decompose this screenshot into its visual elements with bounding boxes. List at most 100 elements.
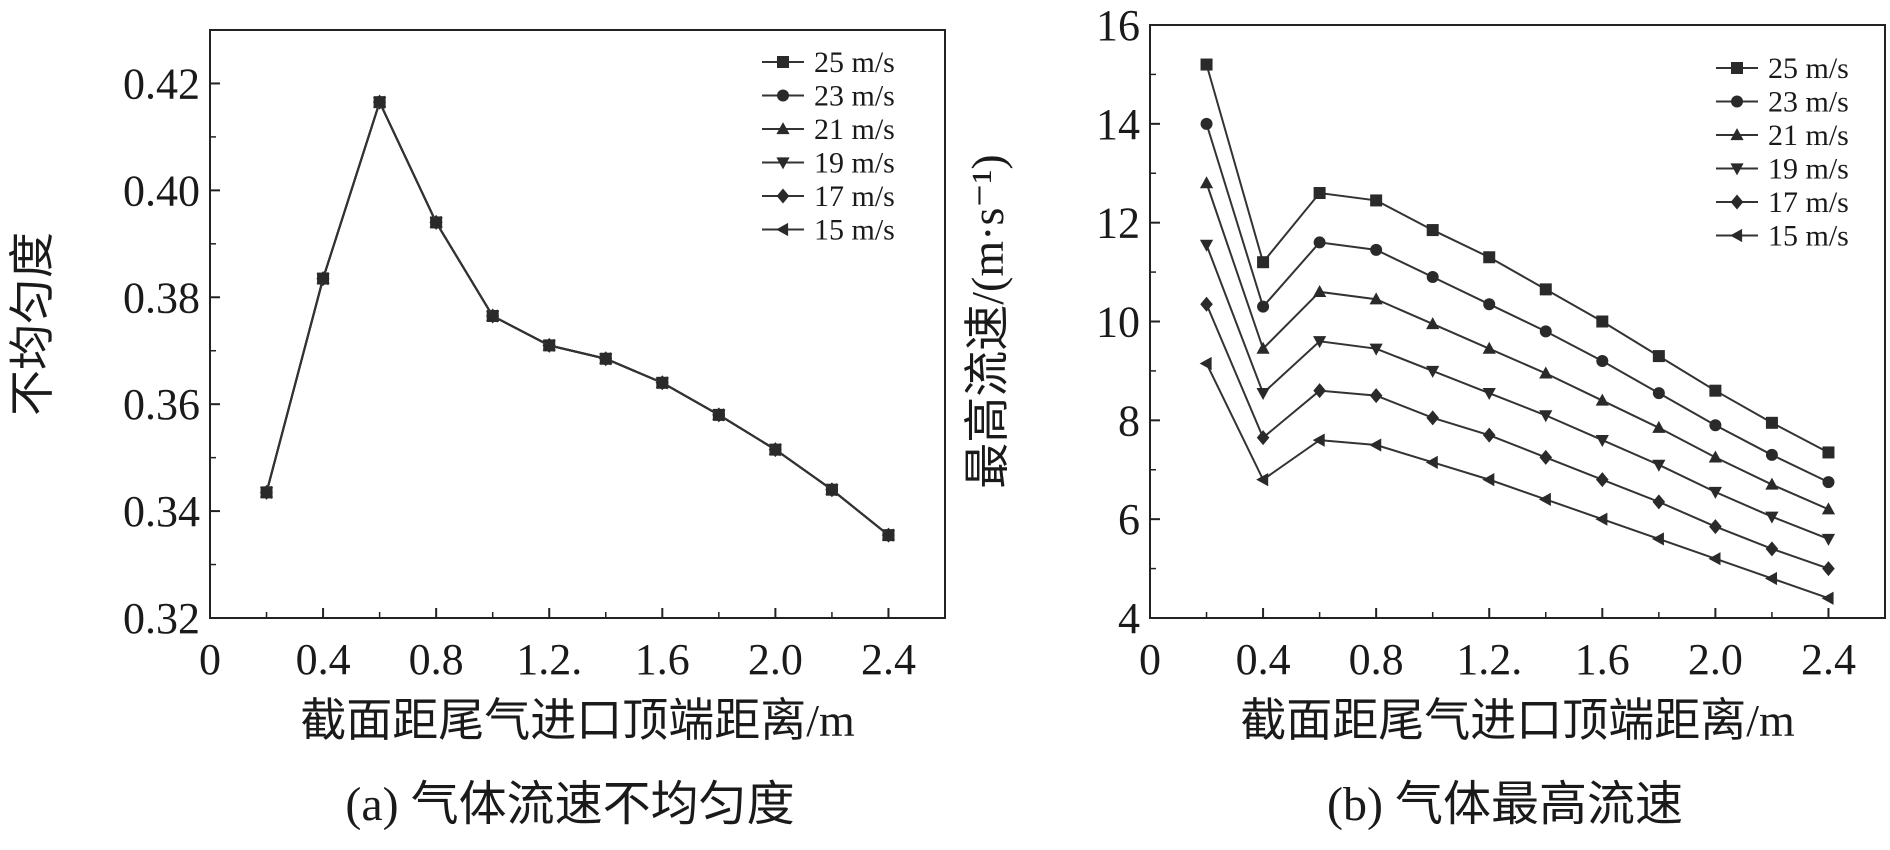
data-point (1651, 532, 1664, 546)
series-25ms-group (1200, 58, 1835, 459)
data-point (1595, 393, 1609, 406)
data-point (1426, 271, 1439, 284)
data-point (1822, 476, 1835, 489)
legend-label: 15 m/s (1768, 220, 1849, 253)
legend-marker (1730, 194, 1744, 210)
data-point (259, 485, 272, 499)
series-19ms-group (1199, 239, 1836, 546)
x-tick-label: 0.8 (1349, 635, 1404, 684)
y-tick-label: 0.42 (123, 59, 200, 108)
legend-label: 21 m/s (814, 113, 895, 146)
data-point (1313, 284, 1327, 297)
series-21ms-group (1199, 176, 1836, 515)
caption-b: (b) 气体最高流速 (1327, 778, 1683, 831)
series-15ms-group (1199, 356, 1834, 605)
x-tick-label: 2.0 (1688, 635, 1743, 684)
data-point (1313, 383, 1326, 399)
data-point (655, 376, 668, 390)
data-point (1652, 420, 1666, 433)
series-15ms-group (259, 95, 894, 542)
data-point (1370, 194, 1383, 207)
series-line (1205, 64, 1829, 454)
data-point (1482, 473, 1495, 487)
data-point (1539, 449, 1553, 465)
data-point (1596, 355, 1609, 368)
data-point (1369, 343, 1383, 356)
series-line (1205, 244, 1829, 540)
chart-panel-a: 0 0.4 0.8 1.2. 1.6 2.0 2.4 0.32 0.34 0.36 0.38 0.40… (7, 29, 946, 746)
data-point (1765, 448, 1778, 461)
data-point (1709, 519, 1722, 535)
y-tick-label: 8 (1118, 396, 1140, 445)
data-point (316, 271, 329, 286)
legend-marker (777, 89, 789, 102)
data-point (1652, 494, 1666, 510)
data-point (1652, 387, 1665, 400)
data-point (1652, 459, 1666, 472)
legend-marker (776, 222, 789, 237)
series-19ms-group (259, 97, 896, 543)
x-axis-title: 截面距尾气进口顶端距离/m (1240, 695, 1795, 746)
x-tick-label: 0.4 (1236, 635, 1291, 684)
x-tick-label: 0.4 (296, 635, 351, 684)
data-point (1313, 187, 1326, 200)
data-point (1539, 283, 1552, 296)
data-point (1200, 296, 1213, 312)
data-point (1765, 571, 1778, 586)
data-point (825, 483, 838, 497)
plot-frame (209, 29, 946, 619)
data-point (1256, 430, 1270, 446)
data-point (1539, 325, 1552, 338)
caption-a: (a) 气体流速不均匀度 (345, 778, 794, 831)
legend-label: 19 m/s (814, 147, 895, 180)
data-point (1765, 477, 1779, 490)
data-point (1257, 300, 1270, 313)
legend-marker (776, 122, 790, 135)
data-point (1256, 341, 1270, 354)
x-tick-label: 2.4 (861, 635, 916, 684)
y-tick-label: 0.32 (123, 594, 200, 643)
x-tick-label: 0.8 (409, 635, 464, 684)
y-axis-title: 最高流速/(m·s⁻¹) (962, 154, 1013, 489)
legend-label: 17 m/s (814, 180, 895, 213)
data-point (1596, 315, 1609, 328)
data-point (429, 215, 442, 230)
data-point (1482, 341, 1496, 354)
x-tick-label: 2.0 (748, 635, 803, 684)
legend-label: 15 m/s (814, 214, 895, 247)
data-point (1482, 388, 1496, 401)
y-tick-label: 10 (1096, 298, 1140, 347)
data-point (1595, 435, 1609, 447)
data-point (1199, 176, 1214, 189)
data-point (1708, 552, 1721, 566)
data-point (1199, 239, 1214, 252)
y-axis-title: 不均匀度 (7, 232, 58, 416)
data-point (1652, 350, 1665, 363)
y-tick-label: 0.36 (123, 380, 200, 429)
data-point (711, 408, 724, 422)
y-tick-label: 16 (1096, 1, 1140, 50)
data-point (1822, 446, 1835, 459)
data-point (1200, 117, 1213, 130)
data-point (1369, 438, 1382, 452)
data-point (1426, 365, 1440, 378)
x-tick-label: 1.6 (1575, 635, 1630, 684)
data-point (1765, 416, 1778, 429)
legend-marker (1731, 62, 1743, 74)
x-tick-label: 0 (1139, 635, 1161, 684)
legend-marker (776, 188, 790, 204)
data-point (1596, 472, 1609, 488)
legend-marker (1730, 228, 1743, 243)
legend-label: 21 m/s (1768, 119, 1849, 152)
series-23ms-group (1200, 117, 1835, 489)
data-point (881, 528, 894, 542)
legend-marker (1731, 95, 1743, 108)
legend-label: 23 m/s (1768, 86, 1849, 119)
data-point (1708, 450, 1722, 463)
data-point (1313, 236, 1326, 249)
data-point (1822, 561, 1835, 577)
data-point (1313, 336, 1327, 349)
data-point (542, 338, 555, 352)
y-tick-label: 4 (1118, 594, 1140, 643)
